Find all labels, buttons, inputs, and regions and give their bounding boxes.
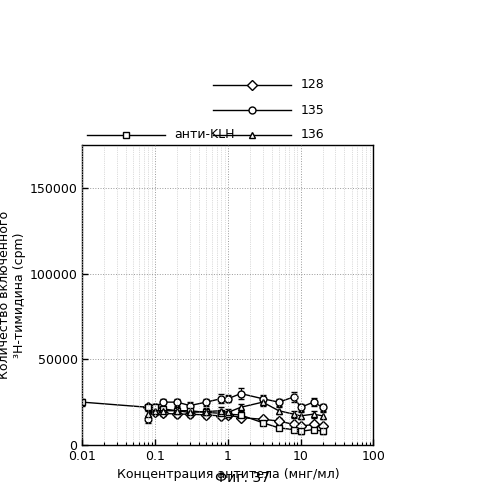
Text: анти-KLH: анти-KLH [174,128,235,141]
Y-axis label: Количество включенного
³Н-тимидина (cpm): Количество включенного ³Н-тимидина (cpm) [0,211,26,379]
Text: 135: 135 [300,104,324,117]
Text: 128: 128 [300,78,324,92]
Text: 136: 136 [300,128,324,141]
Text: Фиг. 37: Фиг. 37 [214,472,270,486]
X-axis label: Концентрация антитела (мнг/мл): Концентрация антитела (мнг/мл) [116,468,339,481]
